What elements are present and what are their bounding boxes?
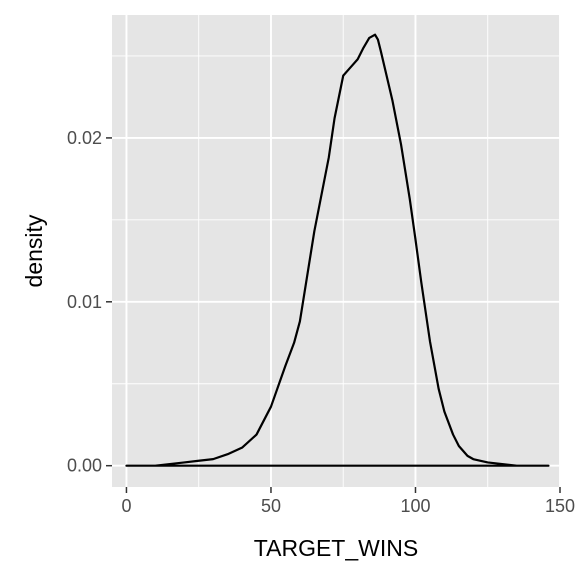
density-curve bbox=[125, 33, 550, 467]
grid-minor bbox=[112, 15, 560, 487]
x-tick-label: 0 bbox=[121, 496, 131, 516]
x-tick-label: 50 bbox=[261, 496, 281, 516]
plot-panel bbox=[112, 15, 560, 487]
x-axis-title: TARGET_WINS bbox=[254, 535, 418, 561]
y-tick-label: 0.01 bbox=[67, 292, 102, 312]
y-tick-label: 0.02 bbox=[67, 128, 102, 148]
x-tick-label: 150 bbox=[545, 496, 575, 516]
y-tick-label: 0.00 bbox=[67, 456, 102, 476]
y-axis-ticks: 0.00 0.01 0.02 bbox=[67, 128, 112, 476]
series-layer bbox=[125, 33, 550, 467]
x-tick-label: 100 bbox=[400, 496, 430, 516]
x-axis-ticks: 0 50 100 150 bbox=[121, 487, 575, 516]
y-axis-title: density bbox=[21, 214, 47, 287]
